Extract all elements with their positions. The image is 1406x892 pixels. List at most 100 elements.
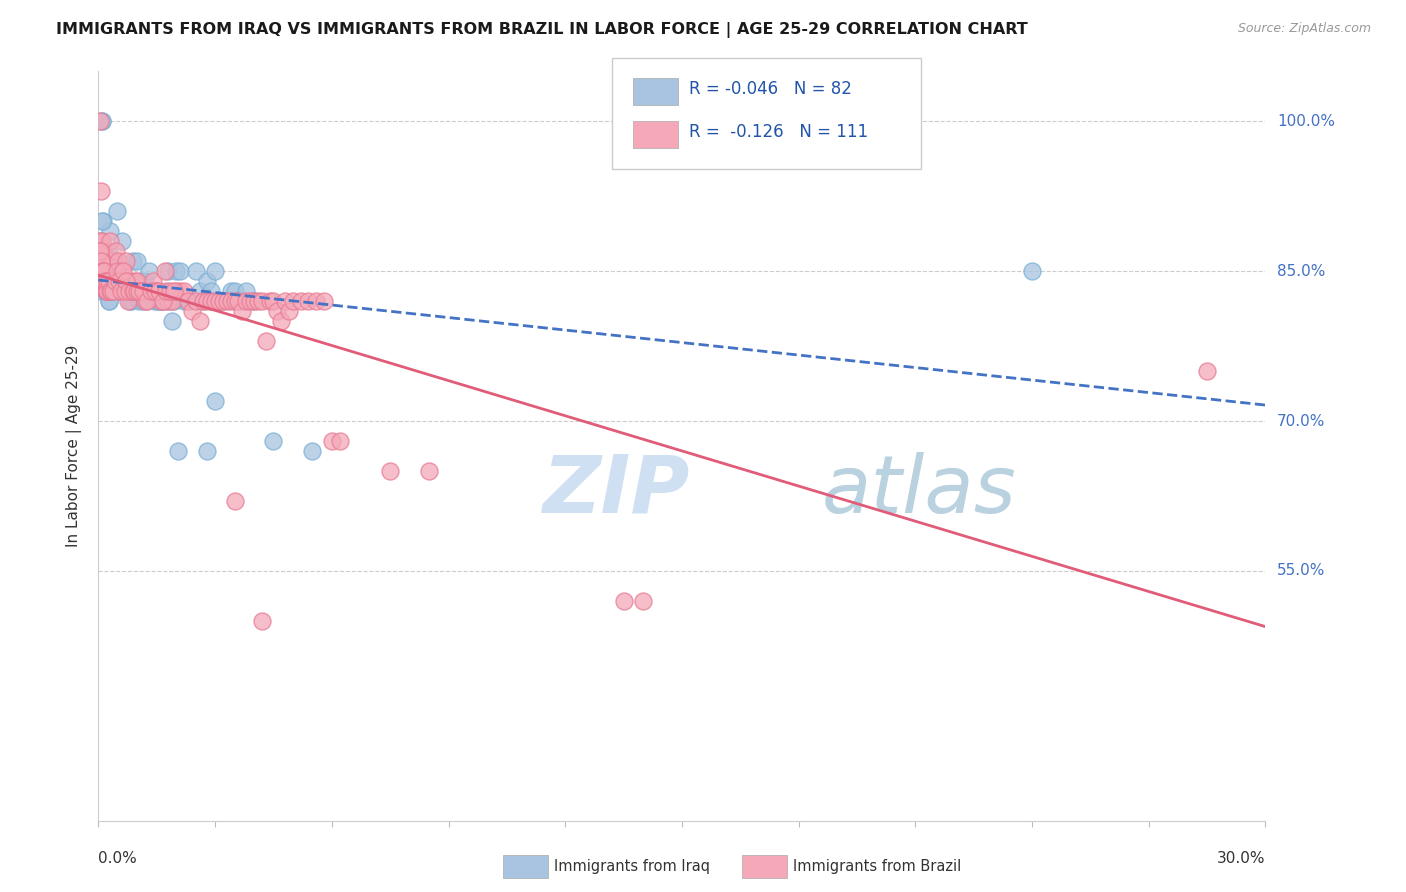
Point bbox=[250, 614, 273, 628]
Point bbox=[107, 274, 129, 288]
Point bbox=[235, 284, 257, 298]
Point bbox=[124, 284, 146, 298]
Point bbox=[167, 444, 190, 458]
Text: 70.0%: 70.0% bbox=[1277, 414, 1326, 428]
Text: ZIP: ZIP bbox=[541, 452, 689, 530]
Point bbox=[1195, 364, 1218, 378]
Point bbox=[165, 264, 187, 278]
Point bbox=[96, 254, 118, 268]
Point bbox=[127, 254, 149, 268]
Point bbox=[114, 284, 136, 298]
Point bbox=[104, 244, 127, 259]
Point bbox=[89, 274, 111, 288]
Point bbox=[290, 294, 312, 309]
Point bbox=[134, 294, 156, 309]
Point bbox=[121, 294, 143, 309]
Point bbox=[301, 444, 323, 458]
Point bbox=[612, 594, 634, 608]
Point bbox=[111, 234, 134, 248]
Point bbox=[110, 284, 132, 298]
Point bbox=[278, 304, 301, 318]
Point bbox=[93, 284, 115, 298]
Point bbox=[138, 284, 160, 298]
Point bbox=[98, 224, 121, 238]
Point bbox=[107, 254, 129, 268]
Point bbox=[149, 294, 172, 309]
Text: Source: ZipAtlas.com: Source: ZipAtlas.com bbox=[1237, 22, 1371, 36]
Point bbox=[281, 294, 304, 309]
Text: 0.0%: 0.0% bbox=[98, 851, 138, 865]
Point bbox=[228, 294, 250, 309]
Point bbox=[93, 254, 115, 268]
Point bbox=[91, 254, 114, 268]
Point bbox=[173, 284, 195, 298]
Point bbox=[224, 494, 246, 508]
Text: R = -0.046   N = 82: R = -0.046 N = 82 bbox=[689, 80, 852, 98]
Point bbox=[200, 294, 222, 309]
Point bbox=[90, 234, 112, 248]
Point bbox=[96, 284, 118, 298]
Point bbox=[200, 284, 222, 298]
Point bbox=[96, 274, 118, 288]
Point bbox=[117, 294, 139, 309]
Point bbox=[108, 284, 131, 298]
Point bbox=[193, 294, 215, 309]
Point bbox=[112, 274, 135, 288]
Point bbox=[114, 274, 136, 288]
Point bbox=[121, 284, 143, 298]
Point bbox=[110, 284, 132, 298]
Point bbox=[91, 114, 114, 128]
Point bbox=[208, 294, 231, 309]
Point bbox=[243, 294, 266, 309]
Point bbox=[163, 284, 186, 298]
Point bbox=[114, 274, 136, 288]
Point bbox=[93, 214, 115, 228]
Point bbox=[231, 294, 253, 309]
Point bbox=[89, 114, 111, 128]
Point bbox=[114, 254, 136, 268]
Point bbox=[212, 294, 235, 309]
Point bbox=[266, 304, 288, 318]
Point bbox=[165, 284, 187, 298]
Point bbox=[98, 284, 121, 298]
Point bbox=[117, 284, 139, 298]
Point bbox=[129, 274, 152, 288]
Point bbox=[180, 304, 202, 318]
Point bbox=[91, 234, 114, 248]
Point bbox=[98, 284, 121, 298]
Point bbox=[262, 294, 284, 309]
Point bbox=[219, 284, 242, 298]
Point bbox=[169, 264, 191, 278]
Point bbox=[93, 244, 115, 259]
Point bbox=[159, 284, 181, 298]
Point bbox=[107, 274, 129, 288]
Point bbox=[128, 294, 150, 309]
Point bbox=[215, 294, 238, 309]
Point bbox=[89, 264, 111, 278]
Point bbox=[631, 594, 654, 608]
Point bbox=[139, 284, 162, 298]
Point bbox=[162, 314, 184, 328]
Point bbox=[124, 274, 146, 288]
Point bbox=[94, 274, 117, 288]
Point bbox=[212, 294, 235, 309]
Point bbox=[96, 284, 118, 298]
Point bbox=[96, 284, 118, 298]
Point bbox=[132, 294, 155, 309]
Point bbox=[94, 254, 117, 268]
Point bbox=[100, 264, 122, 278]
Point bbox=[262, 434, 284, 448]
Point bbox=[97, 294, 120, 309]
Point bbox=[94, 274, 117, 288]
Point bbox=[235, 294, 257, 309]
Point bbox=[91, 244, 114, 259]
Text: 30.0%: 30.0% bbox=[1218, 851, 1265, 865]
Point bbox=[93, 274, 115, 288]
Point bbox=[98, 284, 121, 298]
Point bbox=[1021, 264, 1043, 278]
Point bbox=[177, 294, 200, 309]
Point bbox=[148, 294, 170, 309]
Point bbox=[122, 254, 145, 268]
Point bbox=[143, 284, 166, 298]
Point bbox=[224, 284, 246, 298]
